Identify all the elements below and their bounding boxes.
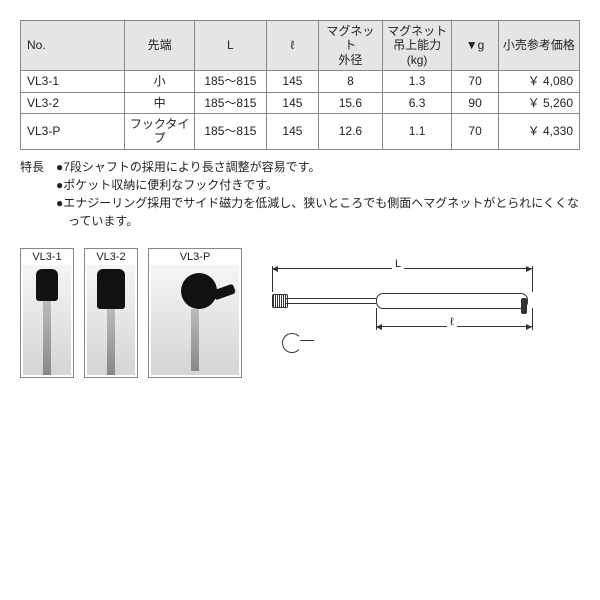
product-box-3: VL3-P: [148, 248, 242, 378]
tool-grip: [376, 293, 528, 309]
spec-table: No. 先端 L ℓ マグネット 外径 マグネット 吊上能力(kg) ▼g 小売…: [20, 20, 580, 150]
table-row: VL3-2中185～81514515.66.390￥ 5,260: [21, 92, 580, 113]
product-photo-1: [23, 265, 71, 375]
product-label-3: VL3-P: [151, 251, 239, 263]
th-no: No.: [21, 21, 125, 71]
cell-L: 185～815: [194, 113, 266, 149]
cell-price: ￥ 4,080: [498, 71, 579, 92]
cell-tip: 小: [125, 71, 195, 92]
dim-label-L: L: [392, 258, 404, 270]
features-list: ●7段シャフトの採用により長さ調整が容易です。●ポケット収納に便利なフック付きで…: [56, 158, 580, 230]
product-label-1: VL3-1: [23, 251, 71, 263]
cell-price: ￥ 4,330: [498, 113, 579, 149]
cell-L: 185～815: [194, 71, 266, 92]
table-header-row: No. 先端 L ℓ マグネット 外径 マグネット 吊上能力(kg) ▼g 小売…: [21, 21, 580, 71]
cell-no: VL3-1: [21, 71, 125, 92]
cell-magdia: 8: [319, 71, 383, 92]
cell-maglift: 1.1: [382, 113, 452, 149]
cell-L: 185～815: [194, 92, 266, 113]
cell-tip: 中: [125, 92, 195, 113]
cell-magdia: 15.6: [319, 92, 383, 113]
cell-tip: フックタイプ: [125, 113, 195, 149]
cell-maglift: 6.3: [382, 92, 452, 113]
cell-l: 145: [266, 113, 318, 149]
dim-label-l: ℓ: [447, 316, 457, 328]
dimension-diagram: L ℓ: [252, 248, 580, 368]
cell-weight: 70: [452, 71, 498, 92]
cell-l: 145: [266, 71, 318, 92]
product-box-2: VL3-2: [84, 248, 138, 378]
cell-price: ￥ 5,260: [498, 92, 579, 113]
th-weight: ▼g: [452, 21, 498, 71]
cell-l: 145: [266, 92, 318, 113]
cell-no: VL3-2: [21, 92, 125, 113]
cell-weight: 90: [452, 92, 498, 113]
bottom-section: VL3-1 VL3-2 VL3-P L: [20, 248, 580, 378]
th-price: 小売参考価格: [498, 21, 579, 71]
th-maglift: マグネット 吊上能力(kg): [382, 21, 452, 71]
cell-no: VL3-P: [21, 113, 125, 149]
th-magdia: マグネット 外径: [319, 21, 383, 71]
product-photo-2: [87, 265, 135, 375]
th-tip: 先端: [125, 21, 195, 71]
tool-outline: [272, 288, 532, 312]
hook-stem: [300, 340, 314, 341]
hook-icon: [282, 333, 302, 353]
table-row: VL3-Pフックタイプ185～81514512.61.170￥ 4,330: [21, 113, 580, 149]
cell-weight: 70: [452, 113, 498, 149]
cell-maglift: 1.3: [382, 71, 452, 92]
product-box-1: VL3-1: [20, 248, 74, 378]
feature-item: ●エナジーリング採用でサイド磁力を低減し、狭いところでも側面へマグネットがとられ…: [56, 194, 580, 230]
th-L: L: [194, 21, 266, 71]
cell-magdia: 12.6: [319, 113, 383, 149]
th-l: ℓ: [266, 21, 318, 71]
feature-item: ●7段シャフトの採用により長さ調整が容易です。: [56, 158, 580, 176]
features-label: 特長: [20, 158, 56, 176]
table-row: VL3-1小185～81514581.370￥ 4,080: [21, 71, 580, 92]
feature-item: ●ポケット収納に便利なフック付きです。: [56, 176, 580, 194]
tool-shaft: [286, 298, 376, 304]
features-section: 特長 ●7段シャフトの採用により長さ調整が容易です。●ポケット収納に便利なフック…: [20, 158, 580, 230]
product-label-2: VL3-2: [87, 251, 135, 263]
product-photo-3: [151, 265, 239, 375]
